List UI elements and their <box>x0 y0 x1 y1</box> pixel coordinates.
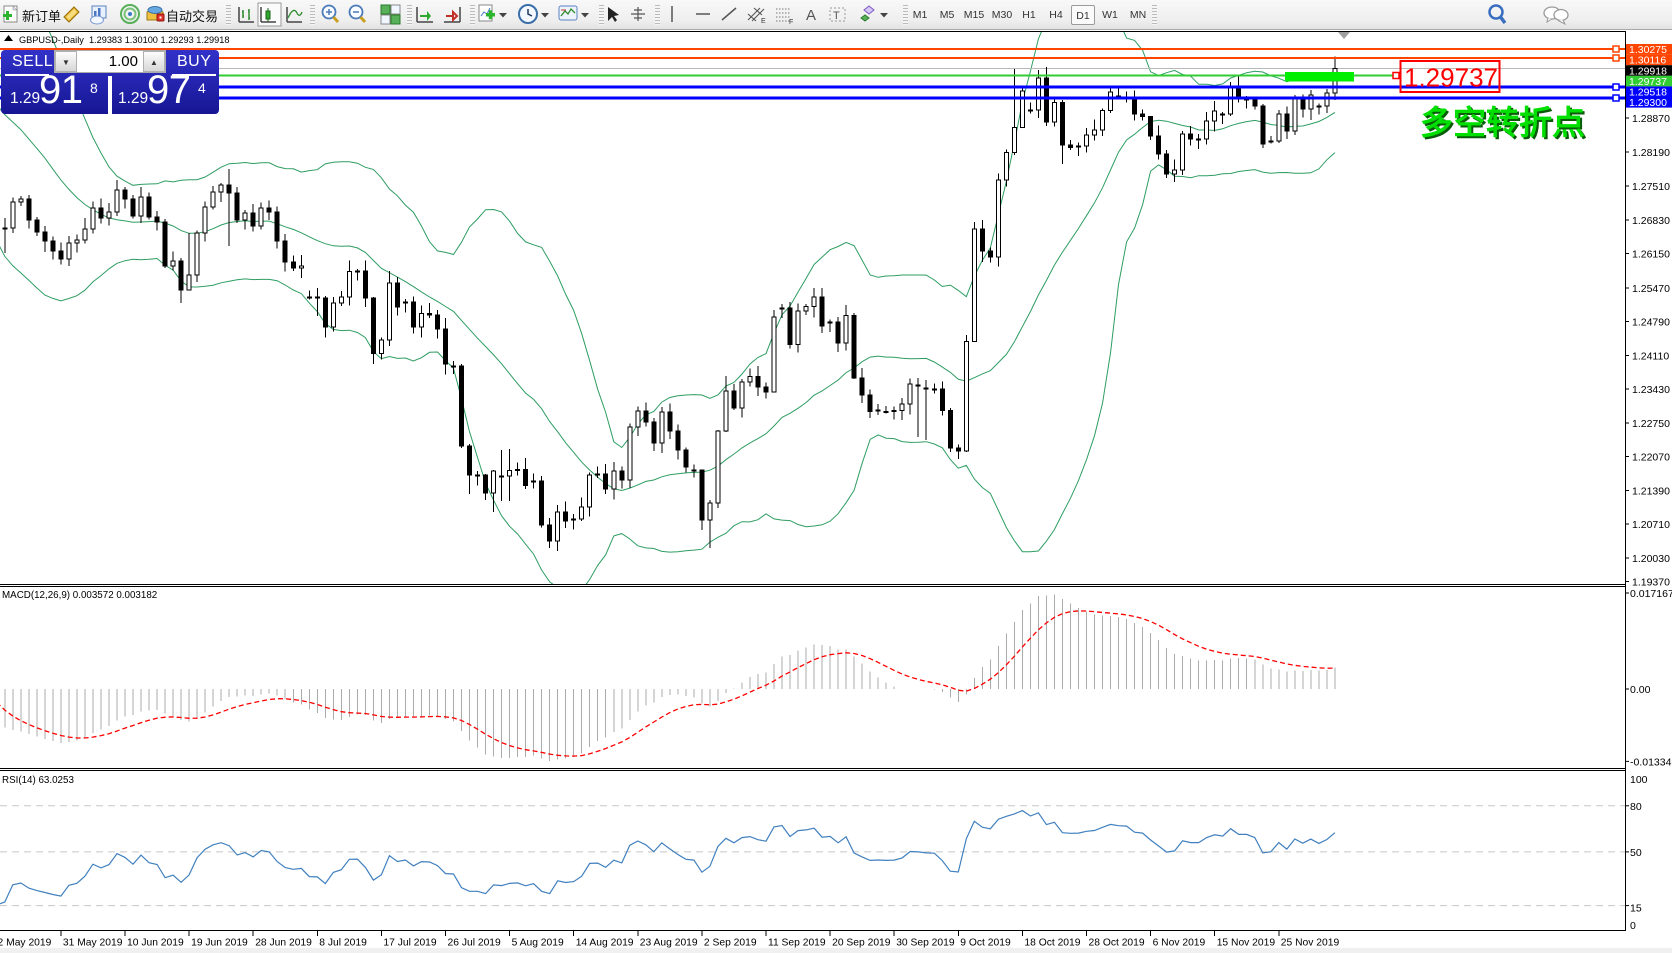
svg-text:1.20710: 1.20710 <box>1632 519 1670 531</box>
svg-text:T: T <box>833 10 840 22</box>
svg-text:0.017167: 0.017167 <box>1630 588 1672 600</box>
svg-text:1.29518: 1.29518 <box>1629 87 1667 99</box>
svg-text:多空转折点: 多空转折点 <box>1420 104 1585 141</box>
svg-text:1.26830: 1.26830 <box>1632 215 1670 227</box>
svg-text:MACD(12,26,9) 0.003572 0.00318: MACD(12,26,9) 0.003572 0.003182 <box>2 590 157 601</box>
svg-text:1.22750: 1.22750 <box>1632 418 1670 430</box>
svg-text:11 Sep 2019: 11 Sep 2019 <box>768 938 826 949</box>
svg-text:23 Aug 2019: 23 Aug 2019 <box>640 938 698 949</box>
svg-text:-0.013348: -0.013348 <box>1630 756 1672 768</box>
svg-text:GBPUSD-,Daily 1.29383 1.30100: GBPUSD-,Daily 1.29383 1.30100 1.29293 1.… <box>19 35 229 45</box>
svg-text:1.30116: 1.30116 <box>1629 55 1666 67</box>
svg-text:1.24110: 1.24110 <box>1632 350 1669 362</box>
svg-text:100: 100 <box>1630 774 1648 786</box>
svg-text:1.20030: 1.20030 <box>1632 553 1670 565</box>
svg-text:28 Oct 2019: 28 Oct 2019 <box>1089 938 1145 949</box>
svg-text:1.28190: 1.28190 <box>1632 147 1670 159</box>
svg-text:19 Jun 2019: 19 Jun 2019 <box>191 938 248 949</box>
svg-text:8 Jul 2019: 8 Jul 2019 <box>319 938 367 949</box>
svg-text:1.26150: 1.26150 <box>1632 249 1670 261</box>
svg-text:1.29300: 1.29300 <box>1629 97 1667 109</box>
svg-text:30 Sep 2019: 30 Sep 2019 <box>896 938 955 949</box>
svg-text:1.27510: 1.27510 <box>1632 181 1670 193</box>
svg-text:31 May 2019: 31 May 2019 <box>63 938 123 949</box>
svg-text:1.24790: 1.24790 <box>1632 316 1670 328</box>
svg-text:10 Jun 2019: 10 Jun 2019 <box>127 938 184 949</box>
svg-text:1.30275: 1.30275 <box>1629 44 1667 56</box>
svg-text:0: 0 <box>1630 920 1636 932</box>
svg-text:6 Nov 2019: 6 Nov 2019 <box>1153 938 1206 949</box>
svg-text:28 Jun 2019: 28 Jun 2019 <box>255 938 312 949</box>
svg-text:25 Nov 2019: 25 Nov 2019 <box>1281 938 1340 949</box>
svg-text:14 Aug 2019: 14 Aug 2019 <box>576 938 634 949</box>
svg-text:1.25470: 1.25470 <box>1632 283 1670 295</box>
svg-text:17 Jul 2019: 17 Jul 2019 <box>383 938 437 949</box>
svg-text:1.23430: 1.23430 <box>1632 384 1670 396</box>
svg-text:1.19370: 1.19370 <box>1632 577 1670 589</box>
svg-text:80: 80 <box>1630 801 1642 813</box>
svg-text:1.29918: 1.29918 <box>1629 65 1667 77</box>
svg-text:1.28870: 1.28870 <box>1632 113 1670 125</box>
svg-text:1.21390: 1.21390 <box>1632 486 1670 498</box>
svg-text:9 Oct 2019: 9 Oct 2019 <box>960 938 1011 949</box>
svg-text:F: F <box>789 19 793 26</box>
svg-text:0.00: 0.00 <box>1630 684 1651 696</box>
svg-text:15: 15 <box>1630 902 1642 914</box>
svg-text:50: 50 <box>1630 847 1642 859</box>
svg-text:1.29737: 1.29737 <box>1629 76 1667 88</box>
svg-text:26 Jul 2019: 26 Jul 2019 <box>448 938 502 949</box>
svg-text:5 Aug 2019: 5 Aug 2019 <box>512 938 564 949</box>
svg-text:22 May 2019: 22 May 2019 <box>0 938 52 949</box>
svg-text:2 Sep 2019: 2 Sep 2019 <box>704 938 757 949</box>
svg-text:18 Oct 2019: 18 Oct 2019 <box>1024 938 1080 949</box>
svg-text:15 Nov 2019: 15 Nov 2019 <box>1217 938 1276 949</box>
svg-text:A: A <box>806 7 816 24</box>
svg-text:1.29737: 1.29737 <box>1404 63 1498 93</box>
svg-text:1.22070: 1.22070 <box>1632 451 1670 463</box>
svg-text:20 Sep 2019: 20 Sep 2019 <box>832 938 891 949</box>
svg-text:多空转折点: 多空转折点 <box>1422 106 1587 143</box>
svg-text:RSI(14) 63.0253: RSI(14) 63.0253 <box>2 775 74 786</box>
svg-text:E: E <box>761 18 766 25</box>
